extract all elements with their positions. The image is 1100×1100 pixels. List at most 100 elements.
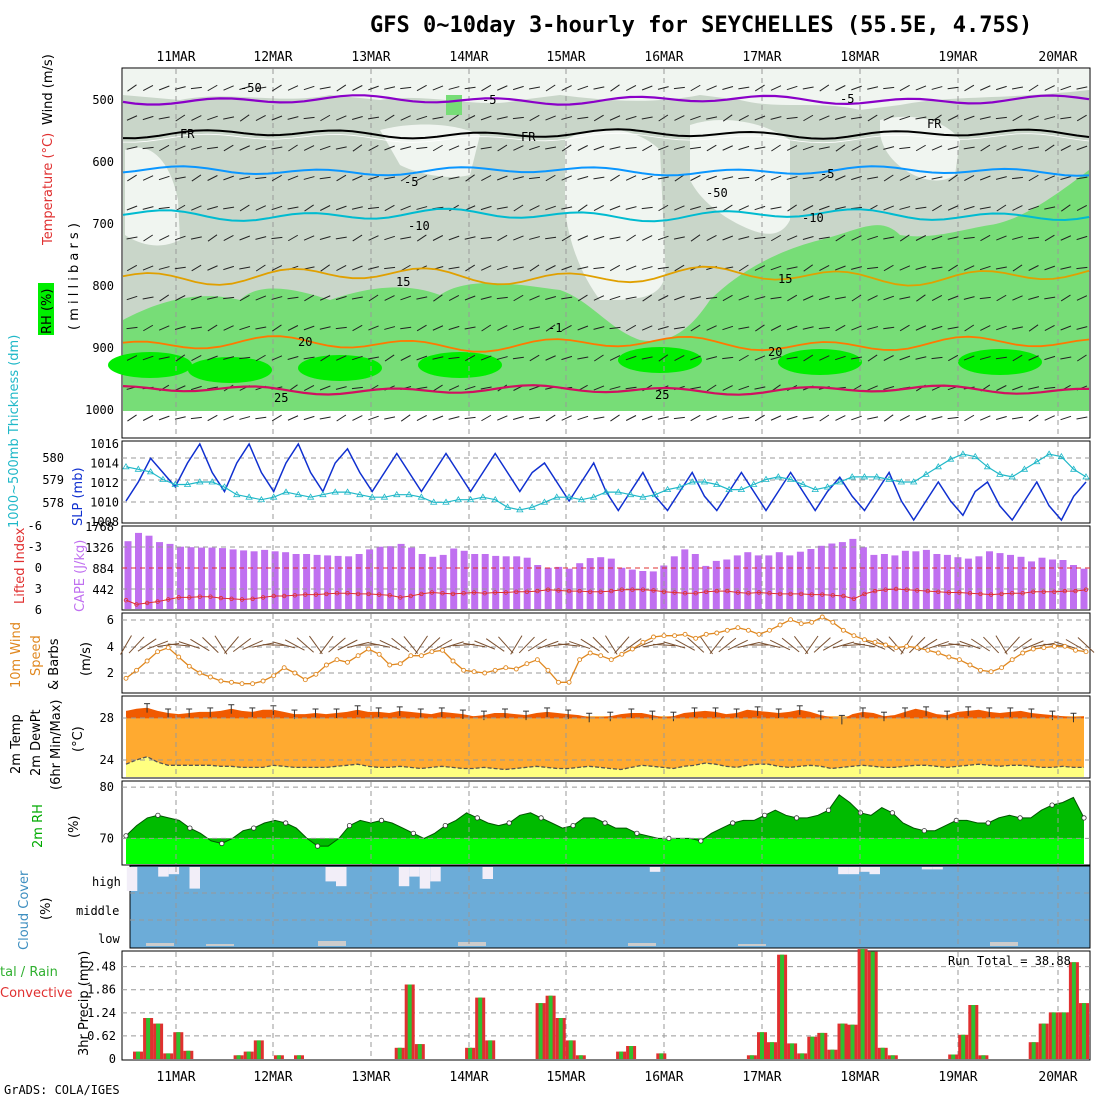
profile-barb [706, 384, 717, 392]
thickness-line [125, 453, 1087, 511]
wind-speed-point [872, 639, 878, 645]
rh-wet-patch [958, 349, 1042, 375]
cape-tick: 442 [92, 583, 114, 597]
profile-barb [239, 176, 251, 180]
profile-barb [175, 145, 186, 151]
profile-barb [545, 174, 556, 182]
profile-barb [738, 86, 750, 90]
wind-speed-point [250, 681, 256, 687]
pressure-tick: 700 [92, 217, 114, 231]
profile-barb [304, 384, 315, 392]
thickness-point [269, 493, 278, 500]
profile-barb [1044, 206, 1056, 210]
profile-barb [1076, 235, 1088, 241]
precip-convective-bar [256, 1040, 261, 1059]
wind-speed-point [1073, 647, 1078, 653]
profile-barb [126, 264, 138, 272]
cape-bar [292, 554, 300, 609]
li-point [682, 591, 688, 596]
profile-barb [883, 115, 894, 121]
cape-bar [817, 545, 825, 609]
thickness-point [466, 495, 475, 503]
contour-label: 15 [778, 272, 792, 286]
profile-barb [545, 236, 557, 240]
profile-barb [207, 414, 218, 422]
wind-barb [864, 640, 886, 650]
profile-barb [851, 325, 862, 331]
profile-barb [432, 116, 444, 120]
wind-speed-point [1020, 650, 1026, 656]
profile-barb [818, 295, 830, 301]
wind-speed-point [693, 635, 699, 641]
profile-barb [867, 145, 878, 151]
precip-convective-bar [800, 1053, 805, 1059]
precip-convective-bar [760, 1032, 764, 1059]
profile-barb [352, 324, 363, 332]
cloud-ylabel-unit: (%) [39, 898, 54, 921]
profile-barb [207, 84, 218, 92]
slp-frame [121, 440, 1091, 524]
wind-speed-point [798, 621, 804, 627]
wind-speed-point [1030, 646, 1036, 652]
profile-barb [416, 414, 427, 422]
wind-barb [687, 637, 705, 653]
wind-barb [663, 641, 686, 649]
wind-barb [432, 639, 453, 651]
cape-bar [282, 552, 290, 609]
precip-convective-bar [478, 997, 483, 1059]
li-point [429, 590, 435, 595]
profile-barb [883, 386, 895, 390]
profile-barb [207, 175, 218, 181]
li-point [893, 586, 899, 592]
precip-convective-bar [1041, 1023, 1046, 1059]
profile-barb [384, 86, 396, 90]
profile-barb [529, 205, 540, 211]
cape-bar [723, 559, 731, 609]
profile-barb [191, 295, 202, 301]
profile-barb [1076, 416, 1088, 420]
profile-barb [786, 176, 798, 180]
precip-convective-bar [749, 1055, 754, 1059]
profile-barb [335, 205, 347, 211]
profile-barb [835, 85, 846, 91]
profile-barb [400, 146, 412, 150]
profile-barb [320, 264, 330, 272]
precip-convective-bar [860, 949, 865, 1059]
profile-barb [255, 114, 266, 122]
profile-barb [239, 235, 251, 241]
profile-barb [610, 84, 620, 92]
cloud-high-bar [430, 867, 441, 882]
profile-barb [239, 204, 250, 212]
profile-barb [545, 84, 556, 92]
thickness-point [946, 455, 955, 462]
li-point [461, 591, 466, 596]
profile-barb [158, 266, 170, 270]
precip-convective-bar [397, 1047, 402, 1059]
profile-barb [626, 324, 637, 332]
profile-barb [368, 85, 379, 91]
profile-barb [1011, 176, 1024, 180]
cape-bar [1049, 559, 1056, 609]
wind-barb [224, 636, 239, 654]
profile-barb [931, 416, 943, 420]
cape-bar [271, 551, 279, 609]
wind-speed-point [207, 674, 213, 680]
wind-barb [699, 635, 713, 655]
cloud-grid [130, 867, 1090, 947]
profile-barb [947, 326, 959, 330]
profile-barb [1011, 86, 1024, 90]
rh-point [570, 822, 576, 829]
profile-barb [561, 116, 573, 120]
profile-barb [690, 234, 701, 242]
precip-convective-bar [156, 1023, 161, 1059]
profile-barb [819, 355, 830, 361]
profile-barb [706, 296, 718, 300]
profile-barb [1044, 175, 1055, 181]
li-point [556, 588, 561, 593]
wind-speed-point [608, 657, 614, 663]
profile-barb [1076, 86, 1088, 90]
profile-barb [1076, 266, 1088, 270]
profile-barb [851, 356, 862, 360]
profile-barb [351, 116, 363, 120]
thickness-point [1057, 452, 1066, 460]
